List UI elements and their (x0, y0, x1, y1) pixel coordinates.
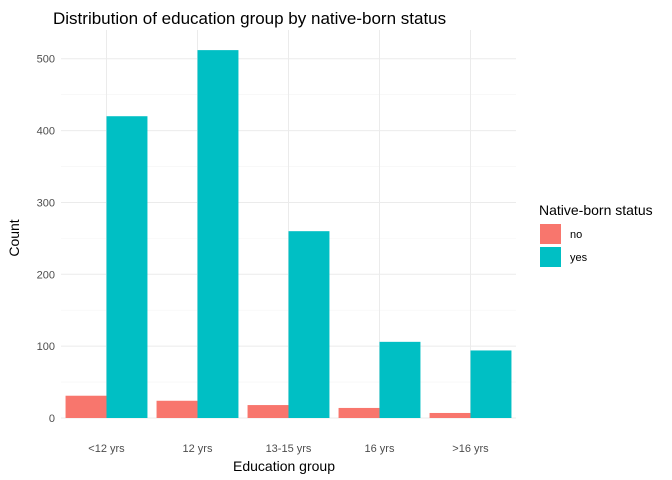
bar-no (429, 412, 471, 418)
y-tick-label: 300 (37, 197, 55, 209)
bar-no (65, 395, 107, 418)
y-axis-title: Count (6, 219, 22, 256)
legend-key-yes (540, 247, 561, 267)
legend: Native-born status no yes (539, 202, 653, 267)
legend-label-no: no (570, 229, 582, 241)
y-tick-label: 400 (37, 126, 55, 138)
y-tick-label: 0 (49, 413, 55, 425)
legend-title: Native-born status (539, 202, 653, 218)
x-tick-label: 16 yrs (365, 443, 395, 455)
x-axis-ticks: <12 yrs 12 yrs 13-15 yrs 16 yrs >16 yrs (88, 443, 489, 455)
legend-label-yes: yes (570, 252, 588, 264)
bar-no (338, 407, 380, 418)
bar-no (247, 405, 289, 418)
bar-yes (288, 231, 330, 418)
y-tick-label: 500 (37, 54, 55, 66)
bar-no (156, 400, 198, 418)
bar-yes (470, 350, 512, 418)
bars (65, 50, 512, 418)
bar-yes (197, 50, 239, 418)
x-axis-title: Education group (233, 458, 335, 474)
bar-yes (106, 116, 148, 418)
bar-yes (379, 341, 421, 418)
legend-key-no (540, 224, 561, 244)
x-tick-label: 13-15 yrs (266, 443, 312, 455)
y-tick-label: 200 (37, 269, 55, 281)
x-tick-label: 12 yrs (183, 443, 213, 455)
y-axis-ticks: 0 100 200 300 400 500 (37, 54, 55, 425)
x-tick-label: >16 yrs (452, 443, 489, 455)
y-tick-label: 100 (37, 341, 55, 353)
x-tick-label: <12 yrs (88, 443, 125, 455)
chart-title: Distribution of education group by nativ… (53, 9, 446, 28)
